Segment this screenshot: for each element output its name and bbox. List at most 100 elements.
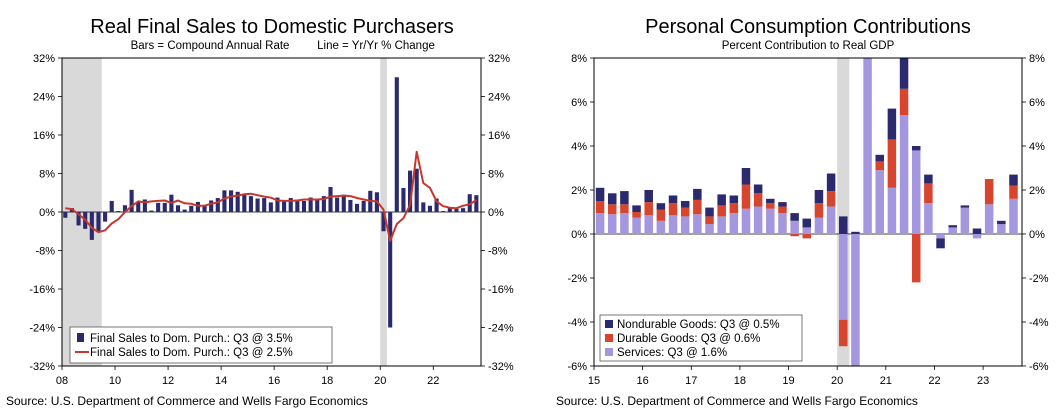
x-tick-label: 22 bbox=[928, 375, 940, 387]
bar-durable-goods bbox=[632, 212, 641, 218]
bar-final-sales-saar bbox=[288, 198, 293, 212]
bar-durable-goods bbox=[875, 161, 884, 171]
bar-nondurable-goods bbox=[887, 108, 897, 140]
bar-final-sales-saar bbox=[222, 190, 227, 212]
bar-final-sales-saar bbox=[229, 190, 234, 212]
y-tick-label-right: -2% bbox=[1029, 273, 1049, 285]
bar-final-sales-saar bbox=[202, 205, 207, 212]
chart1-plot: 32% 32% 24% 24% 16% 16% 8% 8% 0% 0% -8% -8% -16% -16%… bbox=[29, 53, 514, 387]
bar-final-sales-saar bbox=[116, 211, 121, 212]
y-tick-label-right: 8% bbox=[1029, 53, 1045, 65]
bar-durable-goods bbox=[839, 319, 848, 347]
bar-nondurable-goods bbox=[851, 231, 860, 234]
bar-nondurable-goods bbox=[924, 174, 933, 184]
bar-nondurable-goods bbox=[839, 216, 848, 234]
bar-nondurable-goods bbox=[936, 238, 945, 249]
bar-final-sales-saar bbox=[136, 201, 141, 212]
bar-final-sales-saar bbox=[242, 193, 247, 212]
bar-services bbox=[753, 206, 763, 234]
y-tick-label-right: -4% bbox=[1029, 317, 1049, 329]
bar-nondurable-goods bbox=[899, 58, 909, 89]
y-tick-label-left: -24% bbox=[29, 323, 55, 335]
bar-final-sales-saar bbox=[321, 196, 326, 212]
bar-services bbox=[766, 208, 775, 234]
x-tick-label: 22 bbox=[427, 375, 439, 387]
bar-final-sales-saar bbox=[335, 197, 340, 212]
bar-services bbox=[693, 214, 702, 234]
bar-final-sales-saar bbox=[354, 203, 360, 212]
bar-durable-goods bbox=[984, 179, 994, 205]
bar-services bbox=[705, 224, 714, 234]
bar-services bbox=[839, 234, 848, 320]
y-tick-label-right: -32% bbox=[488, 361, 514, 373]
bar-nondurable-goods bbox=[1009, 174, 1018, 186]
bar-durable-goods bbox=[705, 216, 714, 225]
bar-nondurable-goods bbox=[753, 184, 763, 194]
bar-final-sales-saar bbox=[275, 197, 280, 212]
bar-services bbox=[936, 234, 945, 239]
y-tick-label-left: -32% bbox=[29, 361, 55, 373]
bar-final-sales-saar bbox=[301, 200, 307, 212]
bar-final-sales-saar bbox=[76, 212, 81, 226]
bar-services bbox=[911, 150, 921, 234]
bar-durable-goods bbox=[656, 209, 666, 221]
chart1-legend-line: Final Sales to Dom. Purch.: Q3 @ 2.5% bbox=[90, 347, 293, 359]
bar-final-sales-saar bbox=[248, 196, 254, 212]
bar-final-sales-saar bbox=[109, 200, 114, 212]
y-tick-label-left: 0% bbox=[571, 229, 587, 241]
bar-final-sales-saar bbox=[268, 202, 273, 212]
y-tick-label-left: 24% bbox=[33, 92, 55, 104]
bar-nondurable-goods bbox=[875, 154, 884, 162]
bar-final-sales-saar bbox=[414, 168, 419, 212]
bar-services bbox=[972, 234, 982, 239]
bar-nondurable-goods bbox=[814, 190, 824, 204]
bar-final-sales-saar bbox=[235, 191, 240, 212]
bar-durable-goods bbox=[814, 203, 824, 218]
y-tick-label-right: 2% bbox=[1029, 185, 1045, 197]
chart1-subtitle-bars: Bars = Compound Annual Rate bbox=[131, 40, 290, 52]
bar-nondurable-goods bbox=[778, 202, 787, 207]
x-tick-label: 17 bbox=[685, 375, 697, 387]
bar-services bbox=[741, 208, 751, 234]
bar-nondurable-goods bbox=[620, 191, 629, 205]
bar-nondurable-goods bbox=[997, 220, 1006, 225]
bar-final-sales-saar bbox=[209, 200, 214, 212]
y-tick-label-right: 32% bbox=[488, 53, 510, 65]
y-tick-label-left: -8% bbox=[35, 246, 55, 258]
bar-nondurable-goods bbox=[705, 207, 714, 217]
bar-durable-goods bbox=[924, 183, 933, 204]
bar-final-sales-saar bbox=[255, 198, 260, 212]
bar-final-sales-saar bbox=[142, 199, 147, 212]
bar-durable-goods bbox=[620, 204, 629, 214]
bar-services bbox=[960, 207, 970, 234]
x-tick-label: 20 bbox=[374, 375, 386, 387]
y-tick-label-right: 4% bbox=[1029, 141, 1045, 153]
x-tick-label: 16 bbox=[268, 375, 280, 387]
bar-services bbox=[620, 213, 629, 234]
bar-nondurable-goods bbox=[960, 205, 970, 208]
bar-durable-goods bbox=[644, 202, 653, 216]
bar-durable-goods bbox=[693, 199, 702, 215]
bar-final-sales-saar bbox=[315, 199, 320, 212]
y-tick-label-right: 8% bbox=[488, 169, 504, 181]
bar-services bbox=[863, 58, 872, 234]
chart2-legend-box bbox=[599, 314, 803, 362]
bar-services bbox=[778, 213, 787, 234]
y-tick-label-left: 16% bbox=[33, 130, 55, 142]
bar-nondurable-goods bbox=[826, 173, 836, 192]
bar-services bbox=[668, 215, 678, 234]
bar-final-sales-saar bbox=[361, 200, 366, 212]
bar-nondurable-goods bbox=[632, 205, 641, 212]
bar-services bbox=[717, 216, 726, 234]
x-tick-label: 23 bbox=[977, 375, 989, 387]
bar-final-sales-saar bbox=[434, 198, 439, 212]
y-tick-label-right: -16% bbox=[488, 284, 514, 296]
bar-final-sales-saar bbox=[89, 212, 94, 240]
x-tick-label: 15 bbox=[588, 375, 600, 387]
x-tick-label: 14 bbox=[215, 375, 227, 387]
chart2-title: Personal Consumption Contributions bbox=[645, 16, 971, 38]
chart1-title: Real Final Sales to Domestic Purchasers bbox=[90, 16, 453, 38]
bar-services bbox=[632, 217, 641, 234]
bar-final-sales-saar bbox=[461, 208, 466, 212]
chart1-legend-bars: Final Sales to Dom. Purch.: Q3 @ 3.5% bbox=[90, 333, 293, 345]
